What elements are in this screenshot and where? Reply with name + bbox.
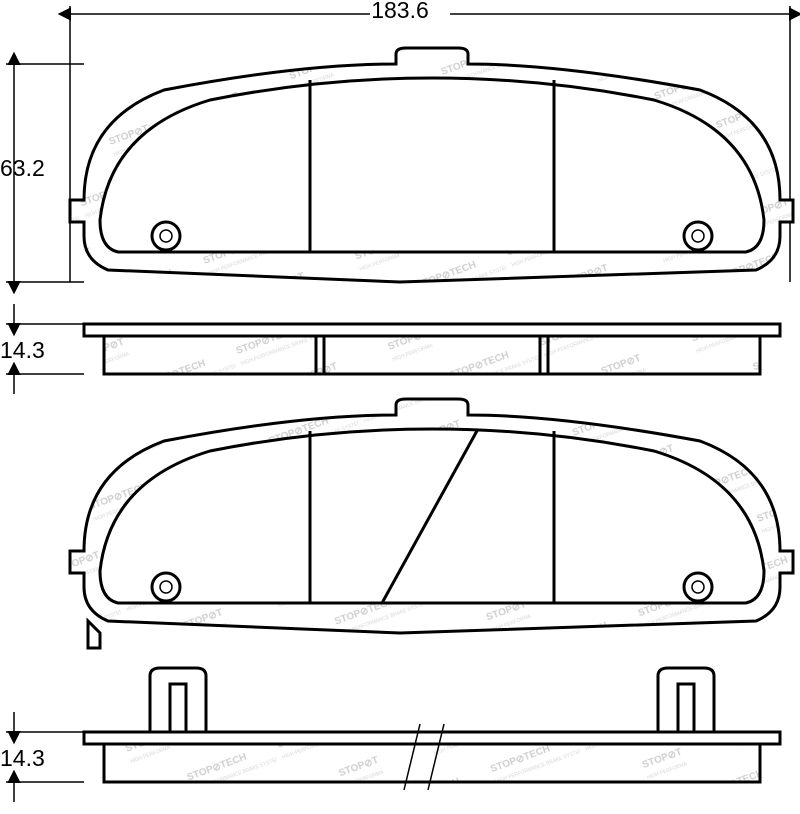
dim-width-label: 183.6 xyxy=(371,0,429,23)
dim-height: 63.2 xyxy=(0,64,84,282)
plate-top-view xyxy=(84,324,780,374)
pad-top-view xyxy=(70,48,793,282)
dim-plate-b-label: 14.3 xyxy=(0,745,45,771)
dim-plate-a: 14.3 xyxy=(0,304,84,394)
dim-plate-a-label: 14.3 xyxy=(0,337,45,363)
dim-plate-b: 14.3 xyxy=(0,712,84,802)
plate-bottom-view xyxy=(84,668,780,790)
pad-bottom-view xyxy=(70,399,793,648)
dim-height-label: 63.2 xyxy=(0,155,45,181)
